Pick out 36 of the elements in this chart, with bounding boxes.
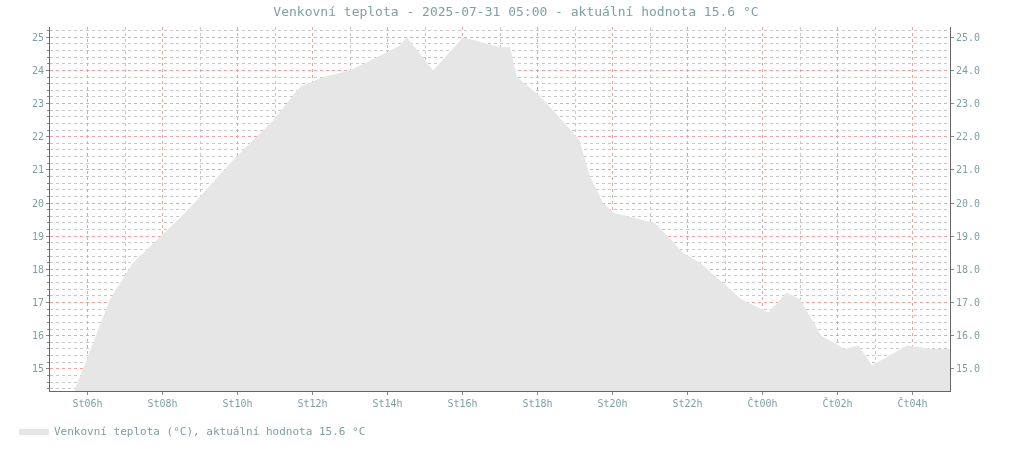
x-tick-label: St18h (522, 398, 553, 409)
y-tick-label: 22 (31, 131, 44, 143)
x-tick-label: St10h (222, 398, 253, 409)
y2-tick-label: 20.0 (956, 197, 981, 209)
legend-label: Venkovní teplota (°C), aktuální hodnota 15.6 °C (54, 425, 366, 439)
x-tick-label: Čt00h (747, 397, 778, 409)
chart-title: Venkovní teplota - 2025-07-31 05:00 - aktuální hodnota 15.6 °C (273, 3, 759, 19)
y2-tick-label: 17.0 (956, 296, 981, 308)
y-tick-label: 16 (31, 330, 44, 342)
x-tick-label: Čt02h (822, 397, 853, 409)
y-tick-label: 19 (31, 230, 44, 242)
y-tick-label: 25 (31, 31, 44, 43)
x-tick-label: St20h (597, 398, 628, 409)
y2-tick-label: 21.0 (956, 164, 981, 176)
x-tick-label: St14h (372, 398, 403, 409)
y-tick-label: 15 (31, 363, 44, 375)
y2-tick-label: 15.0 (956, 363, 981, 375)
y-tick-label: 21 (31, 164, 44, 176)
y-tick-label: 20 (31, 197, 44, 209)
y2-tick-label: 23.0 (956, 98, 981, 110)
y2-tick-label: 18.0 (956, 263, 981, 275)
y-tick-label: 23 (31, 98, 44, 110)
y-tick-label: 17 (31, 296, 44, 308)
y-tick-label: 18 (31, 263, 44, 275)
y2-tick-label: 16.0 (956, 330, 981, 342)
x-tick-label: Čt04h (897, 397, 928, 409)
x-tick-label: St08h (147, 398, 178, 409)
y2-tick-label: 25.0 (956, 31, 981, 43)
y-tick-label: 24 (31, 64, 44, 76)
y2-tick-label: 24.0 (956, 64, 981, 76)
x-tick-label: St12h (297, 398, 328, 409)
x-tick-label: St16h (447, 398, 478, 409)
x-tick-label: St22h (672, 398, 703, 409)
y2-tick-label: 19.0 (956, 230, 981, 242)
x-tick-label: St06h (72, 398, 103, 409)
y2-tick-label: 22.0 (956, 131, 981, 143)
